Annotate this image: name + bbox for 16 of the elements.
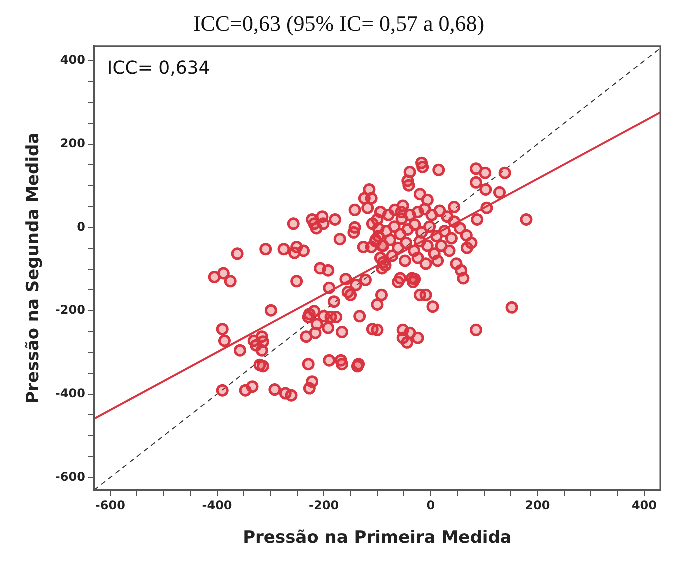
x-tick-label: 200 — [525, 498, 550, 513]
x-tick-label: 0 — [426, 498, 436, 513]
x-axis-title: Pressão na Primeira Medida — [243, 528, 512, 548]
x-tick-label: -200 — [309, 498, 340, 513]
y-axis-title: Pressão na Segunda Medida — [24, 132, 44, 404]
y-tick-label: 200 — [60, 136, 86, 150]
x-tick-label: -600 — [95, 498, 126, 513]
chart-title: ICC=0,63 (95% IC= 0,57 a 0,68) — [193, 10, 485, 36]
annotation: ICC= 0,634 — [107, 58, 210, 80]
y-tick-label: -600 — [55, 470, 86, 484]
x-tick-label: -400 — [202, 498, 232, 513]
y-tick-label: -200 — [55, 303, 86, 318]
y-tick-label: 400 — [60, 53, 86, 68]
y-tick-label: 0 — [77, 220, 86, 234]
x-tick-label: 400 — [632, 498, 658, 513]
y-tick-label: -400 — [55, 386, 86, 400]
